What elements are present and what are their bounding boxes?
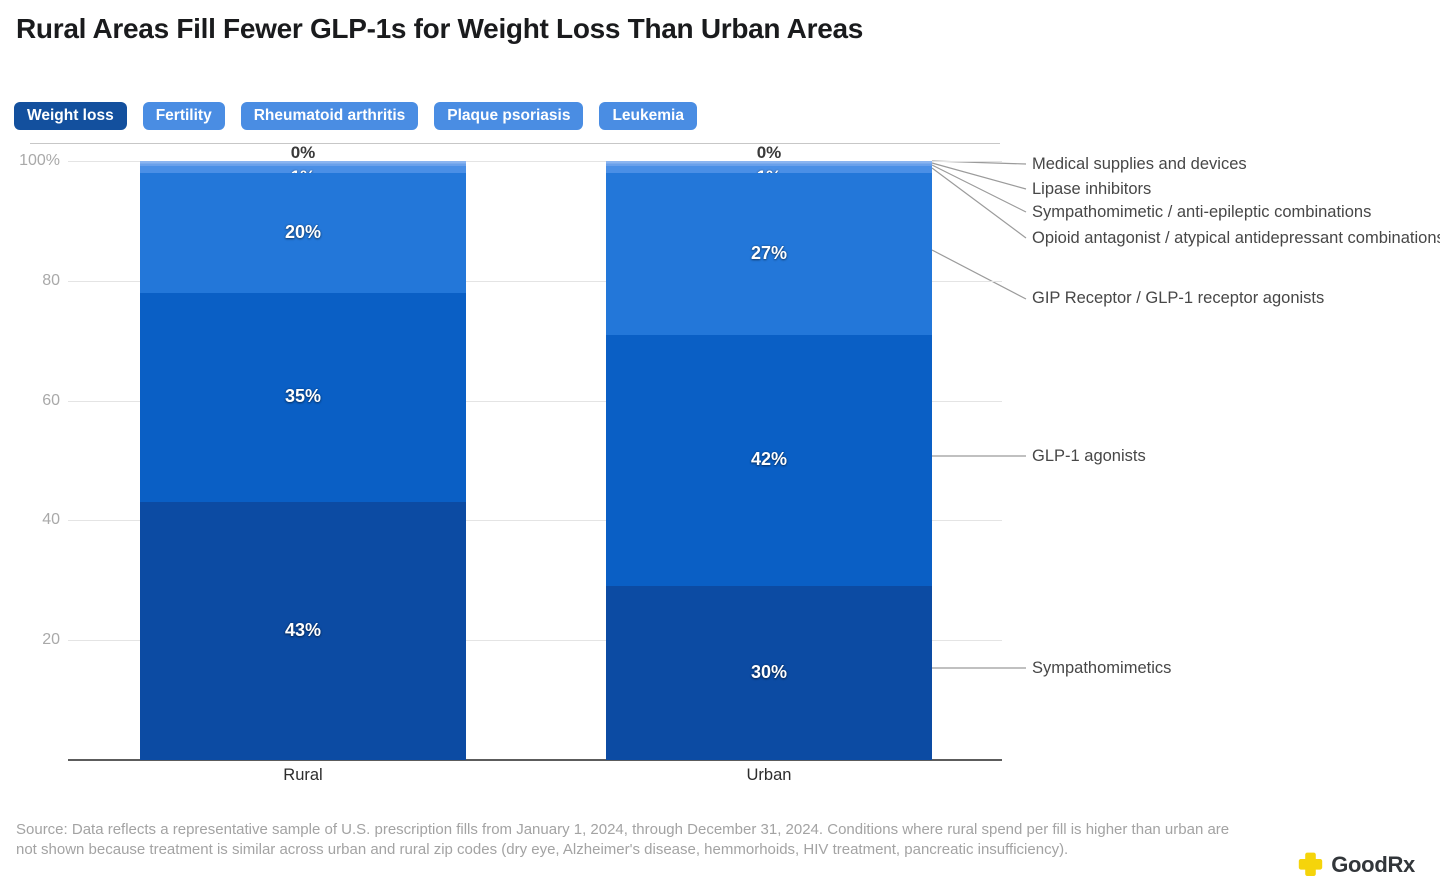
segment-lipase-inhibitors-urban[interactable]	[606, 162, 932, 165]
connector-line-2	[931, 164, 1027, 213]
bar-urban: 0%1%27%42%30%	[606, 143, 932, 760]
condition-tabs: Weight loss Fertility Rheumatoid arthritis…	[14, 102, 697, 130]
bar-rural: 0%1%20%35%43%	[140, 143, 466, 760]
tab-leukemia[interactable]: Leukemia	[599, 102, 697, 130]
legend-label-sympathomimetics: Sympathomimetics	[1032, 659, 1172, 677]
y-tick-20: 20	[42, 631, 60, 648]
y-tick-40: 40	[42, 511, 60, 528]
chart-title: Rural Areas Fill Fewer GLP-1s for Weight…	[16, 13, 864, 44]
tab-fertility[interactable]: Fertility	[142, 102, 225, 130]
segment-glp-1-agonists-urban[interactable]	[606, 334, 932, 587]
value-label-glp-1-agonists-urban: 42%	[750, 449, 788, 470]
gridline-60	[68, 401, 1002, 402]
value-label-gip-receptor-glp-1-receptor-agonists-rural: 20%	[284, 221, 322, 242]
value-label-glp-1-agonists-rural: 35%	[284, 386, 322, 407]
category-label-urban: Urban	[746, 766, 792, 784]
gridline-40	[68, 520, 1002, 521]
segment-lipase-inhibitors-rural[interactable]	[140, 162, 466, 165]
segment-gip-receptor-glp-1-receptor-agonists-rural[interactable]	[140, 172, 466, 293]
segment-gip-receptor-glp-1-receptor-agonists-urban[interactable]	[606, 172, 932, 335]
goodrx-cross-icon	[1299, 852, 1323, 876]
legend-label-gip-receptor-glp-1-receptor-agonists: GIP Receptor / GLP-1 receptor agonists	[1032, 289, 1325, 307]
connector-line-4	[931, 249, 1027, 300]
legend-label-glp-1-agonists: GLP-1 agonists	[1032, 447, 1146, 465]
legend-label-sympathomimetic-anti-epileptic-combinati: Sympathomimetic / anti-epileptic combina…	[1032, 203, 1372, 221]
segment-medical-supplies-and-devices-rural[interactable]	[140, 161, 466, 163]
gridline-20	[68, 640, 1002, 641]
legend-label-medical-supplies-and-devices: Medical supplies and devices	[1032, 155, 1247, 173]
y-tick-100: 100%	[19, 152, 60, 169]
legend-label-lipase-inhibitors: Lipase inhibitors	[1032, 180, 1152, 198]
category-label-rural: Rural	[283, 766, 323, 784]
chart-top-rule	[30, 143, 1000, 144]
value-label-medical-supplies-and-devices-urban: 0%	[756, 143, 782, 162]
tab-plaque-psoriasis[interactable]: Plaque psoriasis	[434, 102, 584, 130]
value-label-sympathomimetics-rural: 43%	[284, 620, 322, 641]
connector-line-3	[931, 167, 1027, 239]
gridline-100	[68, 161, 1002, 162]
value-label-sympathomimetics-urban: 30%	[750, 662, 788, 683]
tab-weight-loss[interactable]: Weight loss	[14, 102, 127, 130]
tab-rheumatoid-arthritis[interactable]: Rheumatoid arthritis	[240, 102, 419, 130]
y-tick-60: 60	[42, 392, 60, 409]
legend-label-opioid-antagonist-atypical-antidepressan: Opioid antagonist / atypical antidepress…	[1032, 229, 1440, 247]
connector-line-1	[931, 162, 1027, 190]
source-note: Source: Data reflects a representative s…	[16, 821, 1230, 858]
segment-opioid-antagonist-atypical-antidepressan-rural[interactable]	[140, 165, 466, 173]
value-label-gip-receptor-glp-1-receptor-agonists-urban: 27%	[750, 242, 788, 263]
value-label-medical-supplies-and-devices-rural: 0%	[290, 143, 316, 162]
x-axis-line	[68, 759, 1002, 761]
segment-opioid-antagonist-atypical-antidepressan-urban[interactable]	[606, 165, 932, 173]
y-tick-80: 80	[42, 272, 60, 289]
segment-sympathomimetics-urban[interactable]	[606, 586, 932, 760]
segment-sympathomimetic-anti-epileptic-combinati-urban[interactable]	[606, 164, 932, 166]
segment-glp-1-agonists-rural[interactable]	[140, 292, 466, 503]
goodrx-logo-text: GoodRx	[1331, 851, 1415, 877]
gridline-80	[68, 281, 1002, 282]
segment-medical-supplies-and-devices-urban[interactable]	[606, 161, 932, 163]
segment-sympathomimetics-rural[interactable]	[140, 502, 466, 760]
segment-sympathomimetic-anti-epileptic-combinati-rural[interactable]	[140, 164, 466, 166]
goodrx-logo: GoodRx	[1297, 851, 1415, 878]
